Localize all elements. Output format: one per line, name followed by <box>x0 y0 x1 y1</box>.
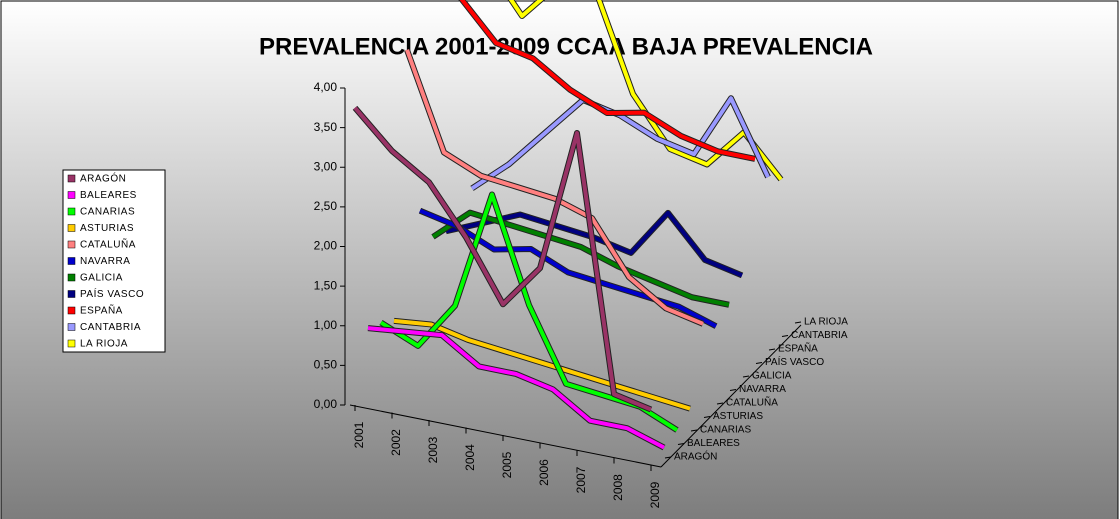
x-tick-label: 2004 <box>463 444 477 471</box>
z-tick-label: PAÍS VASCO <box>765 355 824 368</box>
legend-swatch <box>67 273 76 282</box>
z-axis <box>660 324 802 468</box>
x-tick-label: 2001 <box>352 421 366 448</box>
legend-label: BALEARES <box>80 190 137 201</box>
x-tick-label: 2009 <box>648 481 662 508</box>
z-tick <box>664 456 672 459</box>
legend <box>62 169 166 353</box>
z-tick-label: ARAGÓN <box>674 450 717 463</box>
z-tick-label: ESPAÑA <box>778 342 818 355</box>
legend-label: CATALUÑA <box>80 238 136 251</box>
y-tick-label: 0,50 <box>314 358 338 372</box>
legend-swatch <box>67 240 76 249</box>
z-tick-label: BALEARES <box>687 438 740 449</box>
z-tick <box>690 429 698 432</box>
x-tick-label: 2008 <box>611 474 625 501</box>
x-tick-label: 2007 <box>574 466 588 493</box>
x-tick-label: 2002 <box>389 429 403 456</box>
series-line <box>419 208 717 328</box>
series-line <box>367 326 665 450</box>
z-tick-label: ASTURIAS <box>713 411 763 422</box>
x-tick-label: 2006 <box>537 459 551 486</box>
legend-label: ARAGÓN <box>80 172 126 185</box>
legend-swatch <box>67 339 76 348</box>
y-tick-label: 4,00 <box>314 80 338 94</box>
z-tick-label: LA RIOJA <box>804 317 848 328</box>
z-tick <box>794 321 802 324</box>
z-tick-label: CATALUÑA <box>726 396 778 409</box>
z-tick <box>768 348 776 351</box>
legend-label: NAVARRA <box>80 256 130 267</box>
z-tick <box>729 389 737 391</box>
legend-label: ASTURIAS <box>80 223 134 234</box>
z-tick <box>716 402 724 405</box>
z-tick <box>755 362 763 364</box>
legend-swatch <box>67 290 76 298</box>
y-tick-label: 2,00 <box>314 239 338 253</box>
legend-swatch <box>67 323 76 331</box>
y-tick-label: 3,50 <box>314 120 338 134</box>
legend-swatch <box>67 257 76 265</box>
legend-label: GALICIA <box>80 273 123 284</box>
series-line <box>459 0 756 161</box>
legend-swatch <box>67 174 76 183</box>
legend-swatch <box>67 224 76 232</box>
series-line <box>508 0 783 181</box>
y-tick-label: 2,50 <box>314 199 338 213</box>
z-tick-label: GALICIA <box>752 371 792 382</box>
y-tick-label: 0,00 <box>314 397 338 411</box>
x-axis <box>349 404 662 468</box>
z-tick-label: CANARIAS <box>700 425 751 436</box>
x-tick-label: 2003 <box>426 436 440 463</box>
series-line <box>353 106 652 412</box>
legend-swatch <box>67 306 76 315</box>
legend-label: CANARIAS <box>80 207 135 218</box>
z-tick <box>781 335 789 337</box>
z-tick-label: CANTABRIA <box>791 330 848 341</box>
z-tick <box>677 443 685 445</box>
legend-swatch <box>67 191 76 199</box>
z-tick <box>742 375 750 378</box>
chart-title: PREVALENCIA 2001-2009 CCAA BAJA PREVALEN… <box>259 33 873 60</box>
z-tick-label: NAVARRA <box>739 384 786 395</box>
legend-label: ESPAÑA <box>80 304 123 317</box>
series-line <box>393 318 691 411</box>
y-tick-label: 1,00 <box>314 318 338 332</box>
legend-label: PAÍS VASCO <box>80 287 144 300</box>
legend-swatch <box>67 207 76 216</box>
z-tick <box>703 416 711 418</box>
x-tick-label: 2005 <box>500 451 514 478</box>
series-line <box>405 49 704 326</box>
legend-label: CANTABRIA <box>80 322 141 333</box>
legend-label: LA RIOJA <box>80 339 128 350</box>
y-tick-label: 3,00 <box>314 159 338 173</box>
y-tick-label: 1,50 <box>314 278 338 292</box>
